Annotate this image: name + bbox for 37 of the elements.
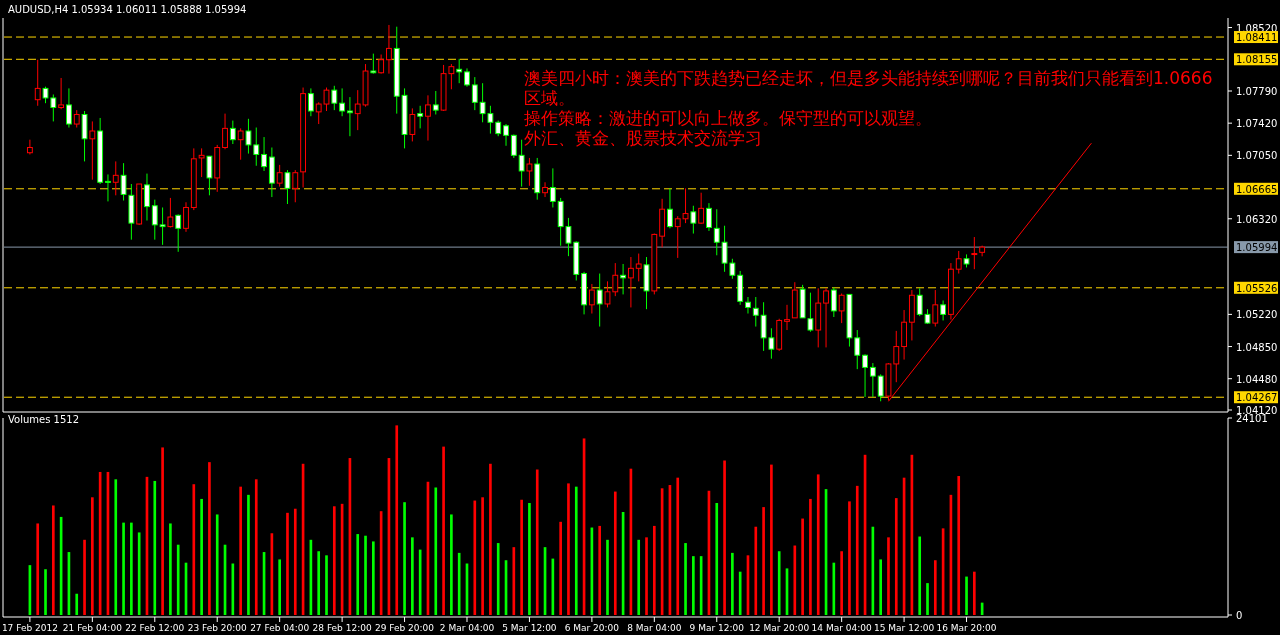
x-tick-label: 12 Mar 20:00 <box>749 623 810 633</box>
x-tick-label: 14 Mar 04:00 <box>811 623 872 633</box>
y-tick-label: 1.04850 <box>1236 341 1278 353</box>
annotation: 外汇、黄金、股票技术交流学习 <box>524 128 763 148</box>
x-tick-label: 2 Mar 04:00 <box>439 623 495 633</box>
ref-line-label: 1.04267 <box>1236 392 1278 404</box>
x-tick-label: 28 Feb 12:00 <box>312 623 372 633</box>
y-tick-label: 1.07050 <box>1236 150 1278 162</box>
x-tick-label: 23 Feb 20:00 <box>187 623 248 633</box>
chart-title: AUDUSD,H4 1.05934 1.06011 1.05888 1.05994 <box>8 4 247 15</box>
x-tick-label: 5 Mar 12:00 <box>502 623 557 633</box>
chart-title: Volumes 1512 <box>8 414 80 425</box>
ref-line-label: 1.05994 <box>1236 242 1278 254</box>
x-tick-label: 8 Mar 04:00 <box>627 623 682 633</box>
y-tick-label: 1.07420 <box>1236 118 1278 130</box>
x-tick-label: 15 Mar 12:00 <box>874 623 935 633</box>
ref-line-label: 1.08155 <box>1236 54 1278 66</box>
annotation: 操作策略：激进的可以向上做多。保守型的可以观望。 <box>524 108 933 128</box>
y-tick-label: 1.05220 <box>1236 309 1278 321</box>
y-tick-label: 1.08520 <box>1236 22 1278 34</box>
ref-line-label: 1.05526 <box>1236 282 1278 294</box>
y-tick-label: 1.06320 <box>1236 213 1278 225</box>
ref-line-label: 1.06665 <box>1236 183 1278 195</box>
x-tick-label: 27 Feb 04:00 <box>250 623 310 633</box>
x-tick-label: 9 Mar 12:00 <box>689 623 745 633</box>
x-tick-label: 17 Feb 2012 <box>1 623 58 633</box>
x-tick-label: 29 Feb 20:00 <box>375 623 435 633</box>
y-tick-label: 1.07790 <box>1236 86 1278 98</box>
y-tick-label: 0 <box>1236 610 1243 621</box>
y-tick-label: 24101 <box>1236 413 1268 424</box>
x-tick-label: 6 Mar 20:00 <box>564 623 620 633</box>
ref-line-label: 1.08411 <box>1236 32 1278 44</box>
x-tick-label: 16 Mar 20:00 <box>936 623 997 633</box>
x-tick-label: 22 Feb 12:00 <box>125 623 185 633</box>
x-tick-label: 21 Feb 04:00 <box>62 623 123 633</box>
annotation: 澳美四小时：澳美的下跌趋势已经走坏，但是多头能持续到哪呢？目前我们只能看到1.0666区域。 <box>524 68 1214 108</box>
y-tick-label: 1.04480 <box>1236 373 1278 385</box>
